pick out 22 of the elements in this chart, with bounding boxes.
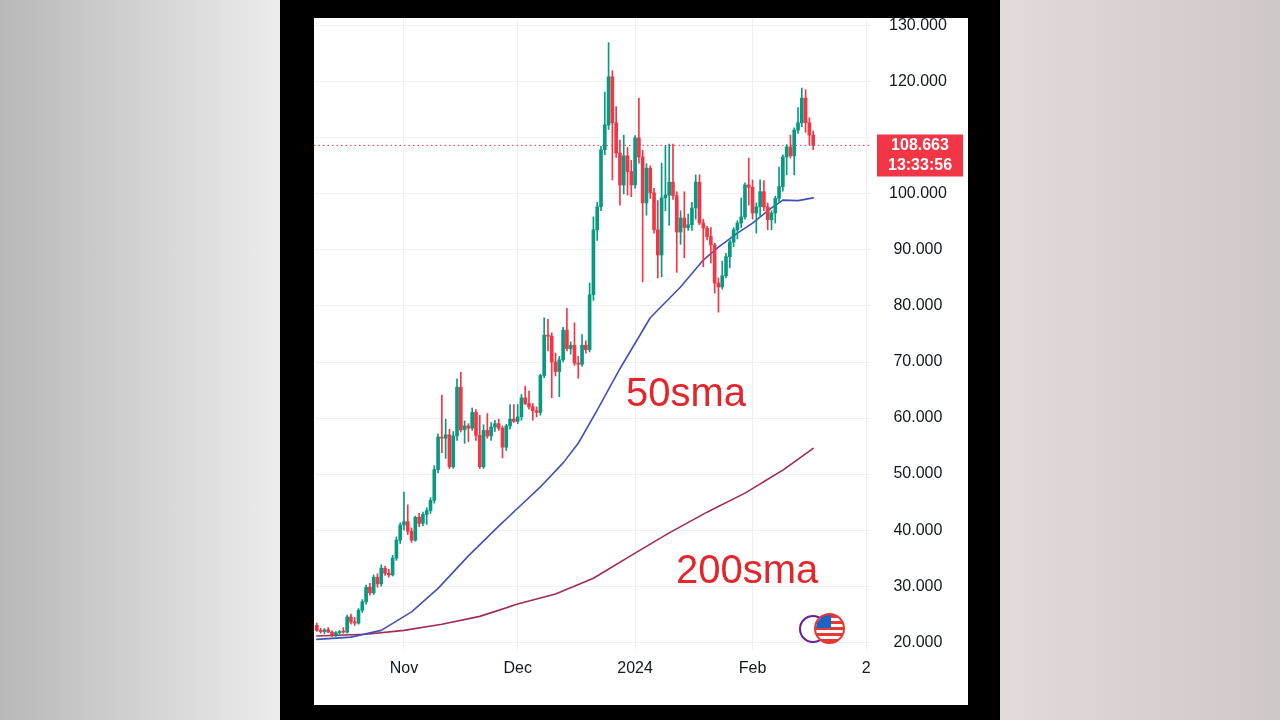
y-tick-label: 130.000 bbox=[889, 16, 947, 34]
x-tick-label: Nov bbox=[389, 659, 419, 677]
y-tick-label: 90.000 bbox=[893, 240, 943, 258]
y-tick-label: 30.000 bbox=[893, 576, 943, 594]
y-tick-label: 120.000 bbox=[889, 72, 947, 90]
x-tick-label: Feb bbox=[738, 659, 767, 677]
annotation: 50sma bbox=[625, 370, 747, 415]
y-tick-label: 70.000 bbox=[893, 352, 943, 370]
y-tick-label: 60.000 bbox=[893, 408, 943, 426]
candlestick bbox=[440, 394, 444, 454]
y-tick-label: 100.000 bbox=[889, 184, 947, 202]
y-tick-label: 80.000 bbox=[893, 296, 943, 314]
x-tick-label: 2024 bbox=[617, 659, 653, 677]
candlestick bbox=[512, 404, 516, 423]
y-tick-label: 40.000 bbox=[893, 520, 943, 538]
y-tick-label: 20.000 bbox=[893, 632, 943, 650]
x-tick-label: Dec bbox=[503, 659, 532, 677]
annotation: 200sma bbox=[675, 547, 820, 592]
x-tick-label: 2 bbox=[861, 659, 871, 677]
y-tick-label: 50.000 bbox=[893, 464, 943, 482]
text: 13:33:56 bbox=[887, 155, 953, 173]
ref-line-label: 108.663 bbox=[891, 135, 950, 153]
